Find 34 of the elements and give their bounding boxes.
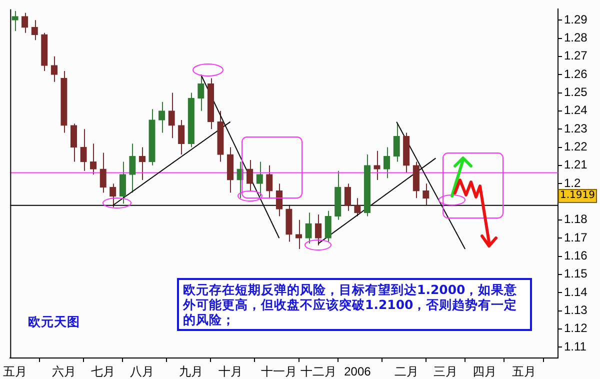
y-tick-label: 1.12 [564,321,588,336]
y-tick-label: 1.18 [564,212,588,226]
text: 1.1919 [558,189,597,203]
y-tick-label: 1.29 [564,12,588,26]
x-tick-label: 十一月 [261,364,298,379]
x-tick-label: 二月 [394,364,418,379]
y-tick-label: 1.27 [564,48,588,63]
x-tick-label: 七月 [91,364,116,379]
y-tick-label: 1.14 [564,284,588,299]
x-tick-label: 五月 [512,364,536,379]
y-tick-label: 1.11 [564,339,587,354]
y-tick-label: 1.21 [564,158,588,172]
x-tick-label: 四月 [472,364,497,379]
y-tick-label: 1.13 [564,303,588,318]
y-tick-label: 1.28 [564,30,588,45]
x-tick-label: 三月 [433,364,458,379]
y-tick-label: 1.25 [564,85,588,100]
x-tick-label: 十月 [218,364,242,379]
x-tick-label: 六月 [52,364,76,379]
y-tick-label: 1.23 [564,121,588,136]
x-tick-label: 九月 [179,364,204,379]
y-tick-label: 1.17 [564,230,588,244]
y-tick-label: 1.24 [564,103,588,118]
y-tick-label: 1.15 [564,266,588,281]
y-tick-label: 1.22 [564,140,588,154]
y-tick-label: 1.2 [564,176,582,190]
x-tick-label: 八月 [130,364,154,379]
annotation: 欧元存在短期反弹的风险，目标有望到达1.2000，如果意外可能更高，但收盘不应该突破1.2100，否则趋势有一定的风险； [177,278,532,331]
x-tick-label: 2006 [344,364,372,379]
y-tick-label: 1.16 [564,248,588,263]
y-tick-label: 1.26 [564,66,588,81]
x-tick-label: 十二月 [300,364,336,379]
x-tick-label: 五月 [3,364,28,379]
annotation: 欧元天图 [28,314,80,329]
